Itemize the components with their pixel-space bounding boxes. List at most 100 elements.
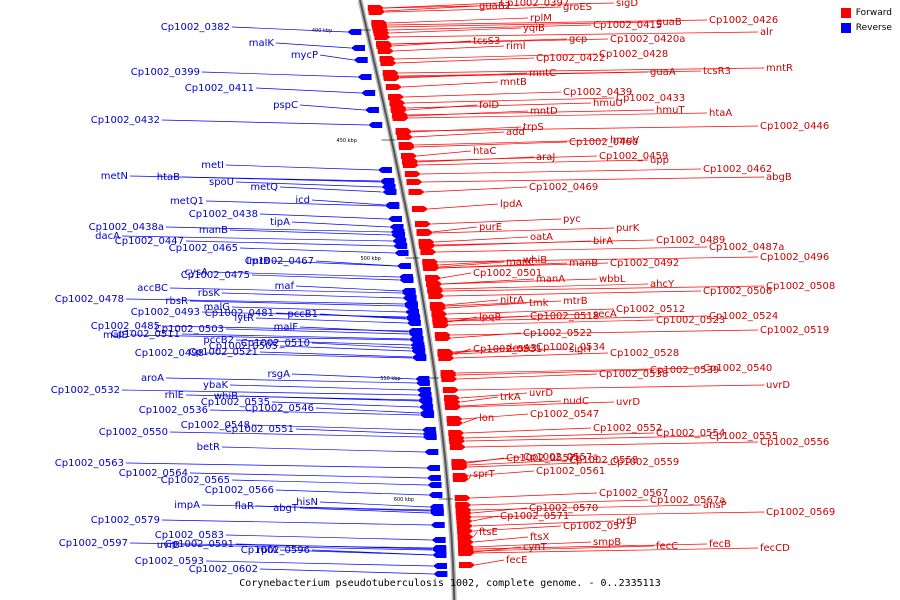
forward-gene-leader — [461, 401, 615, 408]
reverse-gene-leader — [189, 472, 427, 479]
reverse-gene-mark — [405, 309, 420, 315]
forward-gene-leader — [472, 515, 499, 522]
forward-gene-mark — [431, 311, 448, 317]
forward-gene-mark — [442, 387, 459, 393]
reverse-gene-label: malG — [204, 302, 230, 313]
forward-gene-leader — [432, 226, 478, 233]
forward-gene-leader — [396, 57, 535, 64]
forward-gene-label: oatA — [530, 232, 553, 243]
reverse-gene-mark — [433, 563, 448, 569]
forward-gene-mark — [379, 56, 396, 62]
reverse-gene-leader — [295, 285, 402, 292]
forward-gene-leader — [416, 150, 472, 157]
forward-gene-mark — [414, 221, 431, 227]
forward-gene-leader — [384, 6, 562, 13]
forward-gene-label: Cp1002_0567 — [599, 488, 668, 499]
reverse-gene-leader — [235, 339, 411, 346]
forward-gene-leader — [448, 313, 592, 320]
forward-gene-leader — [438, 256, 759, 263]
reverse-gene-label: whiB — [214, 391, 238, 402]
forward-gene-leader — [418, 155, 598, 162]
reverse-gene-mark — [431, 537, 446, 543]
forward-gene-label: Cp1002_0519 — [760, 325, 829, 336]
forward-gene-leader — [460, 396, 499, 403]
reverse-gene-mark — [347, 29, 362, 35]
reverse-gene-mark — [377, 167, 392, 173]
forward-gene-leader — [404, 91, 562, 98]
legend-forward: Forward — [840, 8, 892, 18]
reverse-gene-mark — [410, 345, 425, 351]
reverse-gene-leader — [319, 313, 407, 320]
reverse-gene-label: manB — [199, 225, 228, 236]
reverse-gene-label: Cp1002_0579 — [91, 515, 160, 526]
forward-gene-leader — [456, 369, 649, 376]
forward-gene-mark — [457, 528, 474, 534]
forward-gene-label: rplM — [530, 13, 552, 24]
tick-label: 550 kbp — [380, 376, 400, 382]
reverse-gene-mark — [380, 179, 395, 185]
reverse-gene-leader — [315, 260, 397, 267]
forward-gene-label: mntC — [529, 68, 556, 79]
reverse-gene-leader — [205, 352, 413, 359]
forward-gene-leader — [465, 441, 759, 448]
forward-gene-leader — [398, 67, 765, 74]
reverse-gene-leader — [259, 568, 434, 575]
reverse-gene-label: Cp1002_0493 — [131, 307, 200, 318]
forward-gene-label: Cp1002_0422 — [536, 53, 605, 64]
reverse-gene-leader — [225, 164, 378, 171]
reverse-gene-mark — [381, 184, 396, 190]
forward-gene-label: abgB — [766, 172, 792, 183]
forward-gene-leader — [395, 53, 598, 60]
reverse-gene-leader — [235, 543, 433, 550]
reverse-gene-label: malK — [249, 38, 275, 49]
forward-gene-mark — [449, 438, 466, 444]
forward-gene-label: Cp1002_0531 — [473, 344, 542, 355]
forward-gene-label: cynT — [523, 542, 548, 553]
forward-gene-label: prfB — [616, 516, 637, 527]
forward-gene-leader — [457, 373, 598, 380]
reverse-gene-leader — [291, 373, 416, 380]
forward-gene-label: htaC — [473, 146, 496, 157]
forward-gene-label: Cp1002_0487a — [709, 242, 784, 253]
forward-gene-mark — [457, 539, 474, 545]
forward-gene-leader — [445, 299, 499, 306]
forward-gene-label: Cp1002_0561 — [536, 466, 605, 477]
reverse-gene-leader — [209, 409, 421, 416]
reverse-gene-label: Cp1002_0438a — [89, 222, 164, 233]
forward-gene-leader — [462, 417, 478, 424]
reverse-gene-leader — [165, 377, 416, 384]
reverse-gene-leader — [221, 446, 425, 453]
reverse-gene-leader — [255, 505, 430, 512]
forward-gene-label: uvrD — [529, 388, 553, 399]
forward-gene-leader — [474, 545, 655, 552]
forward-gene-leader — [471, 507, 528, 514]
forward-gene-label: sigD — [616, 0, 638, 9]
forward-gene-leader — [471, 499, 649, 506]
forward-gene-mark — [411, 206, 428, 212]
forward-gene-mark — [392, 115, 409, 121]
reverse-gene-mark — [357, 74, 372, 80]
reverse-gene-leader — [231, 306, 406, 313]
forward-gene-mark — [458, 549, 475, 555]
reverse-gene-leader — [161, 519, 431, 526]
forward-gene-label: hmuT — [656, 105, 685, 116]
reverse-gene-leader — [125, 298, 404, 305]
forward-gene-leader — [468, 473, 472, 480]
forward-gene-label: yqiB — [523, 23, 545, 34]
forward-gene-mark — [449, 444, 466, 450]
forward-gene-mark — [445, 404, 462, 410]
forward-gene-leader — [418, 159, 649, 166]
reverse-gene-leader — [121, 389, 418, 396]
forward-gene-leader — [449, 319, 655, 326]
forward-gene-label: Cp1002_0489 — [656, 235, 725, 246]
tick-label: 450 kbp — [337, 138, 357, 144]
forward-gene-label: mtrB — [563, 296, 588, 307]
reverse-gene-mark — [401, 290, 416, 296]
forward-gene-leader — [453, 348, 568, 355]
forward-gene-leader — [435, 239, 655, 246]
reverse-gene-label: metQ — [250, 182, 278, 193]
reverse-gene-leader — [161, 119, 369, 126]
forward-gene-leader — [422, 176, 765, 183]
forward-gene-label: purE — [479, 222, 502, 233]
reverse-gene-label: Cp1002_0481 — [205, 308, 274, 319]
